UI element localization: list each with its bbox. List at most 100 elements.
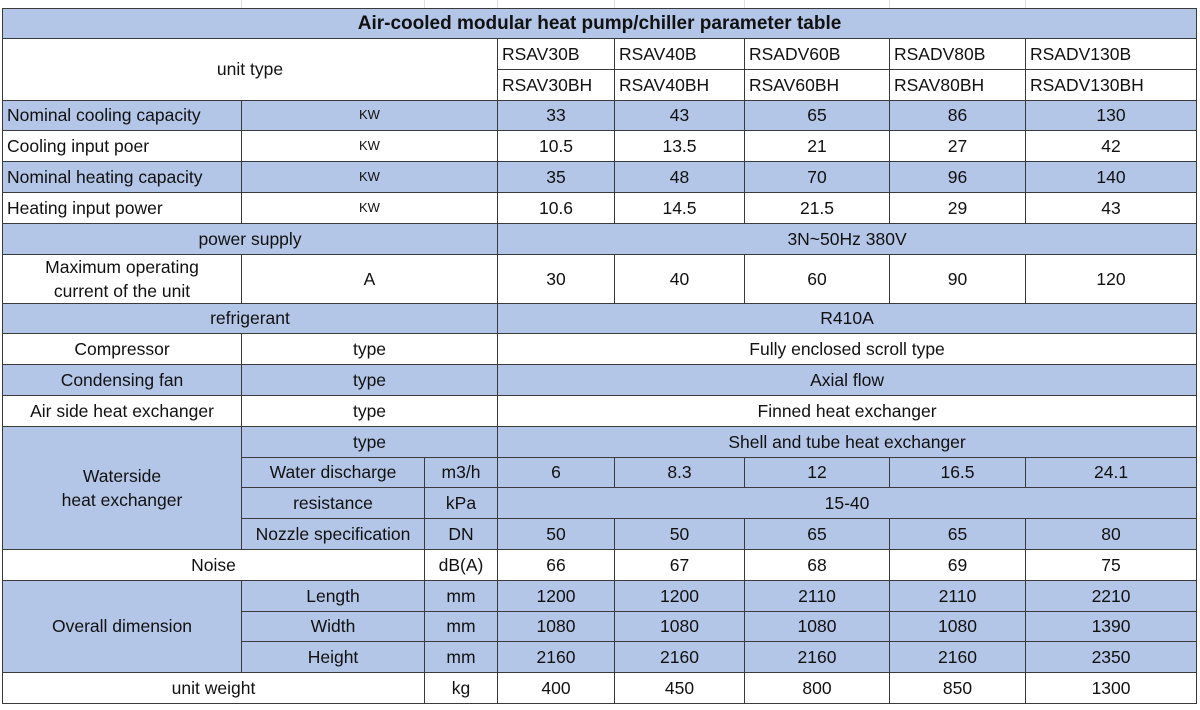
model-cell: RSADV130BH bbox=[1024, 68, 1198, 101]
value-cell: 2110 bbox=[744, 579, 890, 612]
unit-cell: KW bbox=[241, 130, 498, 163]
unit-type-label: unit type bbox=[2, 38, 498, 101]
value-cell: 70 bbox=[744, 161, 890, 193]
sub-label: Width bbox=[241, 610, 425, 643]
page-edge bbox=[1197, 0, 1200, 710]
spreadsheet-grid-top bbox=[0, 0, 1200, 8]
value-cell: 450 bbox=[614, 672, 745, 704]
value-cell: 12 bbox=[744, 456, 890, 489]
table-row: Nominal cooling capacity KW 33 43 65 86 … bbox=[2, 99, 1198, 132]
sub-label: type bbox=[241, 333, 498, 366]
row-label: Compressor bbox=[2, 333, 242, 366]
value-cell: 14.5 bbox=[614, 191, 745, 224]
table-row: Condensing fan type Axial flow bbox=[2, 364, 1198, 396]
value-cell: Axial flow bbox=[496, 364, 1198, 396]
unit-cell: A bbox=[241, 253, 498, 304]
value-cell: 50 bbox=[614, 518, 745, 550]
table-row: Maximum operating current of the unit A 3… bbox=[2, 253, 1198, 304]
value-cell: 2160 bbox=[889, 641, 1026, 674]
row-label: Cooling input poer bbox=[2, 130, 242, 163]
value-cell: 96 bbox=[889, 161, 1026, 193]
value-cell: 400 bbox=[497, 672, 615, 704]
sub-label: type bbox=[241, 394, 498, 427]
value-cell: 10.5 bbox=[497, 130, 615, 163]
sub-label: Nozzle specification bbox=[241, 518, 425, 550]
row-label: unit weight bbox=[2, 672, 425, 704]
model-cell: RSAV80BH bbox=[889, 68, 1026, 101]
value-cell: 130 bbox=[1024, 99, 1198, 132]
value-cell: 80 bbox=[1024, 518, 1198, 550]
unit-cell: mm bbox=[424, 641, 498, 674]
value-cell: 68 bbox=[744, 548, 890, 581]
table-row: Cooling input poer KW 10.5 13.5 21 27 42 bbox=[2, 130, 1198, 163]
unit-cell: mm bbox=[424, 579, 498, 612]
model-cell: RSAV60BH bbox=[744, 68, 890, 101]
value-cell: 2160 bbox=[497, 641, 615, 674]
value-cell: 50 bbox=[497, 518, 615, 550]
unit-cell: KW bbox=[241, 99, 498, 132]
value-cell: Fully enclosed scroll type bbox=[496, 333, 1198, 366]
value-cell: 1080 bbox=[889, 610, 1026, 643]
value-cell: 65 bbox=[744, 518, 890, 550]
row-label: Air side heat exchanger bbox=[2, 394, 242, 427]
value-cell: 2350 bbox=[1024, 641, 1198, 674]
value-cell: 43 bbox=[1024, 191, 1198, 224]
row-label: Nominal cooling capacity bbox=[2, 99, 242, 132]
value-cell: 2210 bbox=[1024, 579, 1198, 612]
value-cell: 1080 bbox=[744, 610, 890, 643]
value-cell: 2160 bbox=[614, 641, 745, 674]
model-cell: RSAV30B bbox=[497, 38, 615, 70]
value-cell: 35 bbox=[497, 161, 615, 193]
value-cell: 850 bbox=[889, 672, 1026, 704]
value-cell: 60 bbox=[744, 253, 890, 304]
sub-label: Water discharge bbox=[241, 456, 425, 489]
value-cell: 1390 bbox=[1024, 610, 1198, 643]
table-row: Overall dimension Length mm 1200 1200 21… bbox=[2, 579, 1198, 674]
parameter-table: Air-cooled modular heat pump/chiller par… bbox=[1, 8, 1198, 704]
value-cell: 2160 bbox=[744, 641, 890, 674]
value-cell: 42 bbox=[1024, 130, 1198, 163]
row-label: power supply bbox=[2, 222, 498, 255]
value-cell: 29 bbox=[889, 191, 1026, 224]
unit-cell: DN bbox=[424, 518, 498, 550]
value-cell: 21.5 bbox=[744, 191, 890, 224]
unit-cell: mm bbox=[424, 610, 498, 643]
model-cell: RSADV80B bbox=[889, 38, 1026, 70]
value-cell: R410A bbox=[496, 302, 1198, 335]
table-row: Heating input power KW 10.6 14.5 21.5 29… bbox=[2, 191, 1198, 224]
value-cell: 33 bbox=[497, 99, 615, 132]
sub-label: Height bbox=[241, 641, 425, 674]
table-row: power supply 3N~50Hz 380V bbox=[2, 222, 1198, 255]
row-label: refrigerant bbox=[2, 302, 498, 335]
sub-label: Length bbox=[241, 579, 425, 612]
table-row: Noise dB(A) 66 67 68 69 75 bbox=[2, 548, 1198, 581]
value-cell: Finned heat exchanger bbox=[496, 394, 1198, 427]
row-label: Noise bbox=[2, 548, 425, 581]
value-cell: 1080 bbox=[614, 610, 745, 643]
unit-cell: kg bbox=[424, 672, 498, 704]
row-label: Condensing fan bbox=[2, 364, 242, 396]
value-cell: 1200 bbox=[614, 579, 745, 612]
value-cell: Shell and tube heat exchanger bbox=[496, 425, 1198, 458]
table-row: Width mm 1080 1080 1080 1080 1390 bbox=[2, 610, 1198, 643]
model-cell: RSADV130B bbox=[1024, 38, 1198, 70]
value-cell: 90 bbox=[889, 253, 1026, 304]
value-cell: 27 bbox=[889, 130, 1026, 163]
value-cell: 67 bbox=[614, 548, 745, 581]
value-cell: 65 bbox=[744, 99, 890, 132]
value-cell: 48 bbox=[614, 161, 745, 193]
value-cell: 86 bbox=[889, 99, 1026, 132]
value-cell: 13.5 bbox=[614, 130, 745, 163]
unit-cell: kPa bbox=[424, 487, 498, 520]
value-cell: 43 bbox=[614, 99, 745, 132]
table-row: Air side heat exchanger type Finned heat… bbox=[2, 394, 1198, 427]
sub-label: type bbox=[241, 364, 498, 396]
value-cell: 1200 bbox=[497, 579, 615, 612]
value-cell: 40 bbox=[614, 253, 745, 304]
value-cell: 75 bbox=[1024, 548, 1198, 581]
value-cell: 120 bbox=[1024, 253, 1198, 304]
model-cell: RSAV30BH bbox=[497, 68, 615, 101]
value-cell: 30 bbox=[497, 253, 615, 304]
row-label: Overall dimension bbox=[2, 579, 242, 674]
row-label: Maximum operating current of the unit bbox=[2, 253, 242, 304]
